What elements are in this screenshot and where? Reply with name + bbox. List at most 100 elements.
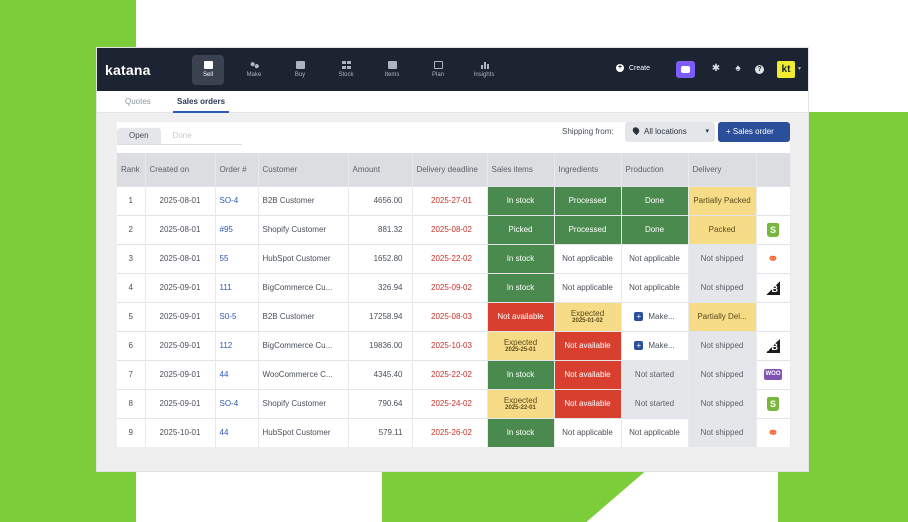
col-deadline[interactable]: Delivery deadline [412,153,488,186]
bell-icon[interactable]: ♠ [735,63,741,74]
order-link[interactable]: 44 [215,359,259,389]
delivery-status[interactable]: Partially Packed [688,185,757,215]
customer-cell[interactable]: HubSpot Customer [258,243,349,273]
sales-items-status[interactable]: In stock [487,243,555,273]
customer-cell[interactable]: BigCommerce Cu... [258,272,349,302]
col-ingredients[interactable]: Ingredients [554,153,622,186]
table-row[interactable]: 1 2025-08-01 SO-4 B2B Customer 4656.00 2025-2… [117,185,791,215]
delivery-status[interactable]: Not shipped [688,330,757,360]
ingredients-status-label: Processed [568,225,607,234]
order-link[interactable]: SO-4 [215,388,259,418]
production-status[interactable]: + Make... [621,330,689,360]
order-link[interactable]: 112 [215,330,259,360]
nav-stock[interactable]: Stock [323,55,369,85]
ingredients-status[interactable]: Not available [554,388,622,418]
new-sales-order-button[interactable]: + Sales order [718,122,790,142]
table-row[interactable]: 5 2025-09-01 S0-5 B2B Customer 17258.94 2025-… [117,301,791,331]
customer-cell[interactable]: B2B Customer [258,185,349,215]
customer-cell[interactable]: BigCommerce Cu... [258,330,349,360]
delivery-status[interactable]: Partially Del... [688,301,757,331]
sales-items-status[interactable]: Not available [487,301,555,331]
production-status[interactable]: Not started [621,359,689,389]
col-order[interactable]: Order # [215,153,259,186]
table-row[interactable]: 3 2025-08-01 55 HubSpot Customer 1652.80 2025… [117,243,791,273]
ingredients-status[interactable]: Not applicable [554,272,622,302]
sales-items-status[interactable]: Expected 2025-22-01 [487,388,555,418]
order-link[interactable]: 55 [215,243,259,273]
customer-cell[interactable]: B2B Customer [258,301,349,331]
nav-sell-label: Sell [202,72,213,78]
col-rank[interactable]: Rank [117,153,146,186]
chevron-down-icon[interactable]: ▾ [798,66,802,72]
delivery-status[interactable]: Packed [688,214,757,244]
status-open[interactable]: Open [117,128,161,144]
col-production[interactable]: Production [621,153,689,186]
assistant-bot-button[interactable] [676,61,695,78]
table-row[interactable]: 2 2025-08-01 #95 Shopify Customer 881.32 2025… [117,214,791,244]
delivery-status[interactable]: Not shipped [688,417,757,447]
nav-sell[interactable]: Sell [192,54,224,85]
bigcommerce-logo-icon: B [766,338,780,353]
customer-cell[interactable]: HubSpot Customer [258,417,349,447]
sales-items-status[interactable]: Expected 2025-25-01 [487,330,555,360]
table-row[interactable]: 9 2025-10-01 44 HubSpot Customer 579.11 2025-… [117,417,791,447]
production-status[interactable]: Not started [621,388,689,418]
status-done[interactable]: Done [172,131,192,140]
ingredients-status-label: Expected [570,309,605,318]
user-avatar[interactable]: kt [777,61,795,78]
order-link[interactable]: 44 [215,417,259,447]
table-row[interactable]: 4 2025-09-01 111 BigCommerce Cu... 326.94 202… [117,272,791,302]
ingredients-status[interactable]: Expected 2025-01-02 [554,301,622,331]
ingredients-status[interactable]: Processed [554,214,622,244]
production-status[interactable]: Done [621,185,689,215]
production-status[interactable]: Done [621,214,689,244]
delivery-status[interactable]: Not shipped [688,388,757,418]
nav-plan[interactable]: Plan [415,55,461,85]
hubspot-logo-icon: ⚭ [767,250,779,266]
order-link[interactable]: SO-4 [215,185,259,215]
col-customer[interactable]: Customer [258,153,349,186]
col-created[interactable]: Created on [145,153,216,186]
production-status[interactable]: + Make... [621,301,689,331]
ingredients-status[interactable]: Not applicable [554,417,622,447]
sales-items-status-label: In stock [506,428,535,438]
order-link[interactable]: 111 [215,272,259,302]
production-status[interactable]: Not applicable [621,417,689,447]
ingredients-status[interactable]: Processed [554,185,622,215]
delivery-status[interactable]: Not shipped [688,272,757,302]
sales-items-status[interactable]: In stock [487,185,555,215]
ingredients-status[interactable]: Not available [554,330,622,360]
order-link[interactable]: #95 [215,214,259,244]
table-row[interactable]: 8 2025-09-01 SO-4 Shopify Customer 790.64 202… [117,388,791,418]
sales-items-status[interactable]: Picked [487,214,555,244]
col-delivery[interactable]: Delivery [688,153,757,186]
table-row[interactable]: 7 2025-09-01 44 WooCommerce C... 4345.40 2025… [117,359,791,389]
customer-cell[interactable]: WooCommerce C... [258,359,349,389]
help-icon[interactable]: ? [755,65,764,74]
customer-cell[interactable]: Shopify Customer [258,388,349,418]
location-select[interactable]: All locations ▾ [625,122,715,142]
col-sales-items[interactable]: Sales items [487,153,555,186]
production-status[interactable]: Not applicable [621,243,689,273]
nav-items[interactable]: Items [369,55,415,85]
nav-make[interactable]: Make [231,55,277,85]
tab-sales-orders[interactable]: Sales orders [172,97,230,113]
table-row[interactable]: 6 2025-09-01 112 BigCommerce Cu... 19836.00 2… [117,330,791,360]
sales-items-status[interactable]: In stock [487,359,555,389]
ingredients-status[interactable]: Not available [554,359,622,389]
tab-quotes[interactable]: Quotes [125,97,151,106]
nav-buy[interactable]: Buy [277,55,323,85]
create-button[interactable]: + Create [616,64,650,72]
production-status[interactable]: Not applicable [621,272,689,302]
sales-items-status[interactable]: In stock [487,417,555,447]
sales-items-status[interactable]: In stock [487,272,555,302]
col-amount[interactable]: Amount [348,153,413,186]
katana-logo[interactable]: katana [105,61,151,78]
ingredients-status[interactable]: Not applicable [554,243,622,273]
customer-cell[interactable]: Shopify Customer [258,214,349,244]
nav-insights[interactable]: Insights [461,55,507,85]
order-link[interactable]: S0-5 [215,301,259,331]
puzzle-icon[interactable]: ✱ [711,63,721,74]
delivery-status[interactable]: Not shipped [688,243,757,273]
delivery-status[interactable]: Not shipped [688,359,757,389]
